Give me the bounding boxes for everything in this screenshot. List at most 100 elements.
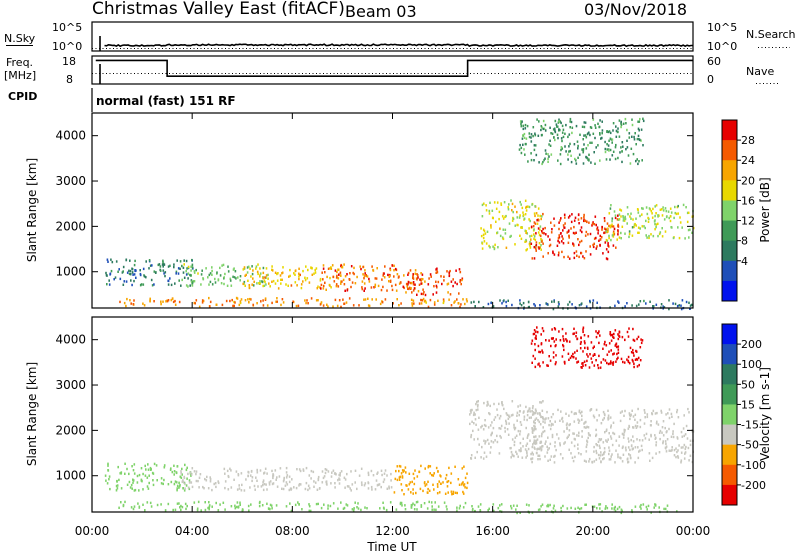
scatter-cell bbox=[539, 457, 541, 461]
scatter-cell bbox=[193, 270, 196, 273]
scatter-cell bbox=[481, 247, 484, 250]
scatter-cell bbox=[599, 133, 601, 136]
scatter-cell bbox=[363, 274, 366, 278]
scatter-cell bbox=[519, 430, 522, 433]
scatter-cell bbox=[211, 283, 214, 286]
scatter-cell bbox=[382, 274, 384, 277]
scatter-cell bbox=[348, 485, 350, 488]
scatter-cell bbox=[547, 503, 549, 507]
scatter-cell bbox=[401, 504, 403, 507]
scatter-cell bbox=[603, 217, 606, 220]
scatter-cell bbox=[539, 304, 541, 307]
scatter-cell bbox=[583, 143, 585, 146]
scatter-cell bbox=[323, 503, 325, 506]
scatter-cell bbox=[683, 457, 686, 460]
power-colorbar-label: Power [dB] bbox=[758, 177, 772, 242]
scatter-cell bbox=[280, 282, 282, 285]
scatter-cell bbox=[542, 119, 545, 123]
scatter-cell bbox=[496, 201, 499, 204]
scatter-cell bbox=[616, 357, 618, 361]
scatter-cell bbox=[598, 457, 601, 460]
scatter-cell bbox=[129, 486, 132, 489]
scatter-cell bbox=[450, 472, 453, 475]
scatter-cell bbox=[452, 490, 455, 494]
scatter-cell bbox=[364, 272, 366, 275]
scatter-cell bbox=[529, 244, 531, 247]
scatter-cell bbox=[459, 270, 462, 274]
scatter-cell bbox=[532, 412, 535, 416]
scatter-cell bbox=[478, 443, 480, 446]
scatter-cell bbox=[405, 282, 408, 286]
scatter-cell bbox=[596, 444, 598, 447]
scatter-cell bbox=[242, 508, 244, 512]
scatter-cell bbox=[618, 119, 621, 122]
scatter-cell bbox=[525, 444, 528, 447]
scatter-cell bbox=[524, 153, 526, 156]
scatter-cell bbox=[639, 346, 642, 349]
scatter-cell bbox=[470, 408, 472, 412]
scatter-cell bbox=[509, 447, 511, 450]
scatter-cell bbox=[217, 480, 219, 483]
scatter-cell bbox=[486, 230, 489, 233]
scatter-cell bbox=[577, 156, 579, 159]
scatter-cell bbox=[262, 479, 265, 482]
scatter-cell bbox=[650, 420, 652, 423]
scatter-cell bbox=[651, 456, 654, 460]
scatter-cell bbox=[582, 151, 584, 154]
scatter-cell bbox=[584, 342, 586, 345]
scatter-cell bbox=[230, 505, 233, 508]
scatter-cell bbox=[577, 147, 579, 150]
scatter-cell bbox=[137, 502, 139, 505]
scatter-cell bbox=[567, 230, 570, 233]
scatter-cell bbox=[151, 264, 153, 267]
scatter-cell bbox=[334, 298, 337, 302]
scatter-cell bbox=[583, 125, 586, 129]
scatter-cell bbox=[116, 484, 119, 487]
scatter-cell bbox=[377, 483, 380, 486]
scatter-cell bbox=[445, 505, 448, 508]
scatter-cell bbox=[208, 504, 211, 507]
scatter-cell bbox=[285, 505, 288, 508]
scatter-cell bbox=[548, 339, 550, 342]
scatter-cell bbox=[537, 447, 539, 450]
scatter-cell bbox=[635, 426, 638, 429]
scatter-cell bbox=[256, 471, 259, 474]
scatter-cell bbox=[275, 504, 278, 507]
scatter-cell bbox=[372, 269, 375, 272]
scatter-cell bbox=[327, 504, 329, 507]
scatter-cell bbox=[642, 144, 644, 147]
scatter-cell bbox=[516, 511, 518, 515]
scatter-cell bbox=[427, 480, 429, 483]
scatter-cell bbox=[590, 161, 592, 164]
scatter-cell bbox=[240, 472, 243, 475]
scatter-cell bbox=[563, 226, 565, 229]
scatter-cell bbox=[664, 207, 667, 210]
scatter-cell bbox=[473, 438, 475, 441]
scatter-cell bbox=[239, 301, 242, 305]
scatter-cell bbox=[528, 218, 530, 221]
scatter-cell bbox=[530, 158, 533, 162]
scatter-cell bbox=[535, 442, 538, 445]
scatter-cell bbox=[564, 145, 566, 148]
scatter-cell bbox=[573, 444, 576, 448]
scatter-cell bbox=[507, 206, 509, 209]
scatter-cell bbox=[400, 483, 403, 486]
scatter-cell bbox=[374, 488, 377, 491]
scatter-cell bbox=[571, 213, 573, 216]
scatter-cell bbox=[458, 507, 461, 510]
scatter-cell bbox=[604, 340, 606, 344]
scatter-cell bbox=[506, 428, 509, 431]
scatter-cell bbox=[669, 207, 672, 210]
scatter-cell bbox=[359, 265, 361, 268]
scatter-cell bbox=[343, 302, 346, 305]
scatter-cell bbox=[499, 427, 502, 430]
scatter-cell bbox=[536, 222, 539, 225]
scatter-cell bbox=[610, 360, 612, 363]
scatter-cell bbox=[577, 443, 579, 446]
scatter-cell bbox=[144, 464, 146, 468]
scatter-cell bbox=[473, 422, 475, 425]
scatter-cell bbox=[615, 125, 617, 128]
scatter-cell bbox=[664, 426, 666, 430]
scatter-cell bbox=[398, 476, 401, 479]
scatter-cell bbox=[622, 453, 625, 456]
